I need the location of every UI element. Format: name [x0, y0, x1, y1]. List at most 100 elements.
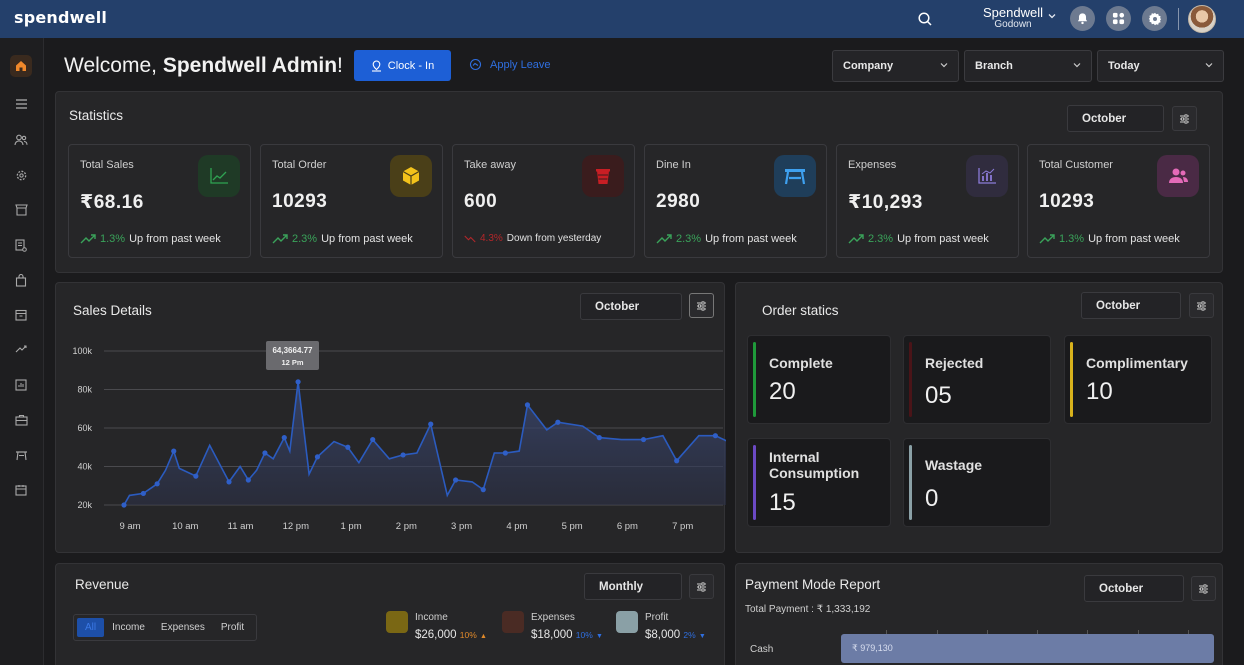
- data-point[interactable]: [245, 477, 251, 483]
- order-card-complimentary[interactable]: Complimentary 10: [1064, 335, 1212, 424]
- settings-button[interactable]: [1142, 6, 1167, 31]
- data-point[interactable]: [345, 444, 351, 450]
- revenue-period-select[interactable]: Monthly: [584, 573, 682, 600]
- profit-percent: 2%: [683, 630, 696, 640]
- caret-down-icon: ▼: [596, 633, 603, 640]
- order-month-select[interactable]: October: [1081, 292, 1181, 319]
- date-range-dropdown[interactable]: Today: [1097, 50, 1224, 82]
- stat-card-total-sales[interactable]: Total Sales ₹68.16 1.3% Up from past wee…: [68, 144, 251, 258]
- sidebar-item-transfer[interactable]: [11, 340, 31, 360]
- avatar[interactable]: [1188, 5, 1216, 33]
- order-card-label: Rejected: [925, 355, 984, 371]
- order-filter-button[interactable]: [1189, 293, 1214, 318]
- data-point[interactable]: [453, 477, 459, 483]
- sidebar-item-dining[interactable]: [11, 445, 31, 465]
- segment-income[interactable]: Income: [112, 622, 145, 633]
- sidebar-item-home[interactable]: [10, 55, 32, 77]
- page-title: Welcome, Spendwell Admin!: [64, 54, 343, 78]
- order-card-internal-consumption[interactable]: Internal Consumption 15: [747, 438, 891, 527]
- stat-label: Take away: [464, 159, 516, 171]
- data-point[interactable]: [370, 436, 376, 443]
- profit-amount: $8,000: [645, 629, 681, 641]
- order-card-rejected[interactable]: Rejected 05: [903, 335, 1051, 424]
- data-point[interactable]: [640, 436, 647, 443]
- payment-month-select[interactable]: October: [1084, 575, 1184, 602]
- statistics-filter-button[interactable]: [1172, 106, 1197, 131]
- app-logo[interactable]: spendwell: [14, 8, 108, 27]
- segment-profit[interactable]: Profit: [220, 622, 245, 633]
- sales-month-select[interactable]: October: [580, 293, 682, 320]
- data-point[interactable]: [154, 481, 160, 487]
- sidebar-item-settings[interactable]: [11, 165, 31, 185]
- order-card-complete[interactable]: Complete 20: [747, 335, 891, 424]
- sidebar-item-inventory[interactable]: [11, 305, 31, 325]
- branch-dropdown[interactable]: Branch: [964, 50, 1092, 82]
- data-point[interactable]: [314, 454, 321, 460]
- data-point[interactable]: [524, 402, 531, 408]
- data-point[interactable]: [262, 450, 268, 456]
- sidebar-item-menu[interactable]: [11, 94, 31, 114]
- user-menu[interactable]: Spendwell Godown: [968, 6, 1058, 30]
- notifications-button[interactable]: [1070, 6, 1095, 31]
- company-dropdown[interactable]: Company: [832, 50, 959, 82]
- tooltip-value: 64,3664.77: [272, 346, 313, 355]
- cup-icon: [582, 155, 624, 197]
- search-icon[interactable]: [917, 11, 933, 27]
- order-card-wastage[interactable]: Wastage 0: [903, 438, 1051, 527]
- data-point[interactable]: [555, 419, 561, 425]
- x-tick-label: 6 pm: [617, 521, 638, 532]
- data-point[interactable]: [281, 435, 287, 441]
- sidebar-item-users[interactable]: [11, 130, 31, 150]
- apply-leave-button[interactable]: Apply Leave: [469, 58, 551, 71]
- data-point[interactable]: [121, 502, 127, 508]
- data-point[interactable]: [712, 433, 718, 439]
- revenue-filter-button[interactable]: [689, 574, 714, 599]
- chevron-down-icon: [1205, 63, 1213, 68]
- sidebar-item-store[interactable]: [11, 200, 31, 220]
- data-point[interactable]: [400, 452, 406, 458]
- data-point[interactable]: [226, 479, 232, 485]
- segment-all[interactable]: All: [77, 618, 105, 637]
- data-point[interactable]: [295, 379, 301, 385]
- stat-card-dine-in[interactable]: Dine In 2980 2.3% Up from past week: [644, 144, 827, 258]
- data-point[interactable]: [171, 448, 177, 454]
- location-pin-icon: [371, 59, 381, 72]
- data-point[interactable]: [480, 487, 486, 493]
- stat-card-take-away[interactable]: Take away 600 4.3% Down from yesterday: [452, 144, 635, 258]
- sidebar-item-analytics[interactable]: [11, 375, 31, 395]
- data-point[interactable]: [502, 450, 508, 456]
- payment-filter-button[interactable]: [1191, 576, 1216, 601]
- data-point[interactable]: [193, 473, 199, 479]
- data-point[interactable]: [428, 421, 434, 427]
- stat-trend: 1.3% Up from past week: [80, 233, 221, 245]
- data-point[interactable]: [674, 458, 680, 464]
- sidebar-item-calendar[interactable]: [11, 480, 31, 500]
- sliders-icon: [697, 581, 706, 592]
- status-bar: [753, 445, 756, 520]
- sidebar-item-briefcase[interactable]: [11, 410, 31, 430]
- briefcase-icon: [14, 414, 28, 426]
- data-point[interactable]: [596, 435, 602, 441]
- sales-area-chart[interactable]: 20k 40k 60k 80k 100k 9 am 10 am 11 am 12 pm 1 pm…: [56, 283, 726, 554]
- x-tick-label: 10 am: [172, 521, 198, 532]
- apps-button[interactable]: [1106, 6, 1131, 31]
- welcome-suffix: !: [337, 54, 343, 77]
- stat-card-total-customer[interactable]: Total Customer 10293 1.3% Up from past w…: [1027, 144, 1210, 258]
- stat-card-expenses[interactable]: Expenses ₹10,293 2.3% Up from past week: [836, 144, 1019, 258]
- data-point[interactable]: [140, 490, 146, 497]
- statistics-month-select[interactable]: October: [1067, 105, 1164, 132]
- expenses-amount: $18,000: [531, 629, 573, 641]
- total-payment-label: Total Payment :: [745, 604, 814, 615]
- clock-in-button[interactable]: Clock - In: [354, 50, 451, 81]
- bar-chart-icon: [15, 379, 27, 391]
- stat-trend-percent: 1.3%: [100, 233, 126, 245]
- caret-up-icon: ▲: [480, 633, 487, 640]
- stat-card-total-order[interactable]: Total Order 10293 2.3% Up from past week: [260, 144, 443, 258]
- sales-filter-button[interactable]: [689, 293, 714, 318]
- payment-bar-cash[interactable]: ₹ 979,130: [841, 634, 1214, 663]
- segment-expenses[interactable]: Expenses: [160, 622, 205, 633]
- order-statics-panel: Order statics October Complete 20 Reject…: [735, 282, 1223, 553]
- apply-leave-label: Apply Leave: [490, 58, 551, 71]
- sidebar-item-bag[interactable]: [11, 270, 31, 290]
- sidebar-item-reports[interactable]: [11, 235, 31, 255]
